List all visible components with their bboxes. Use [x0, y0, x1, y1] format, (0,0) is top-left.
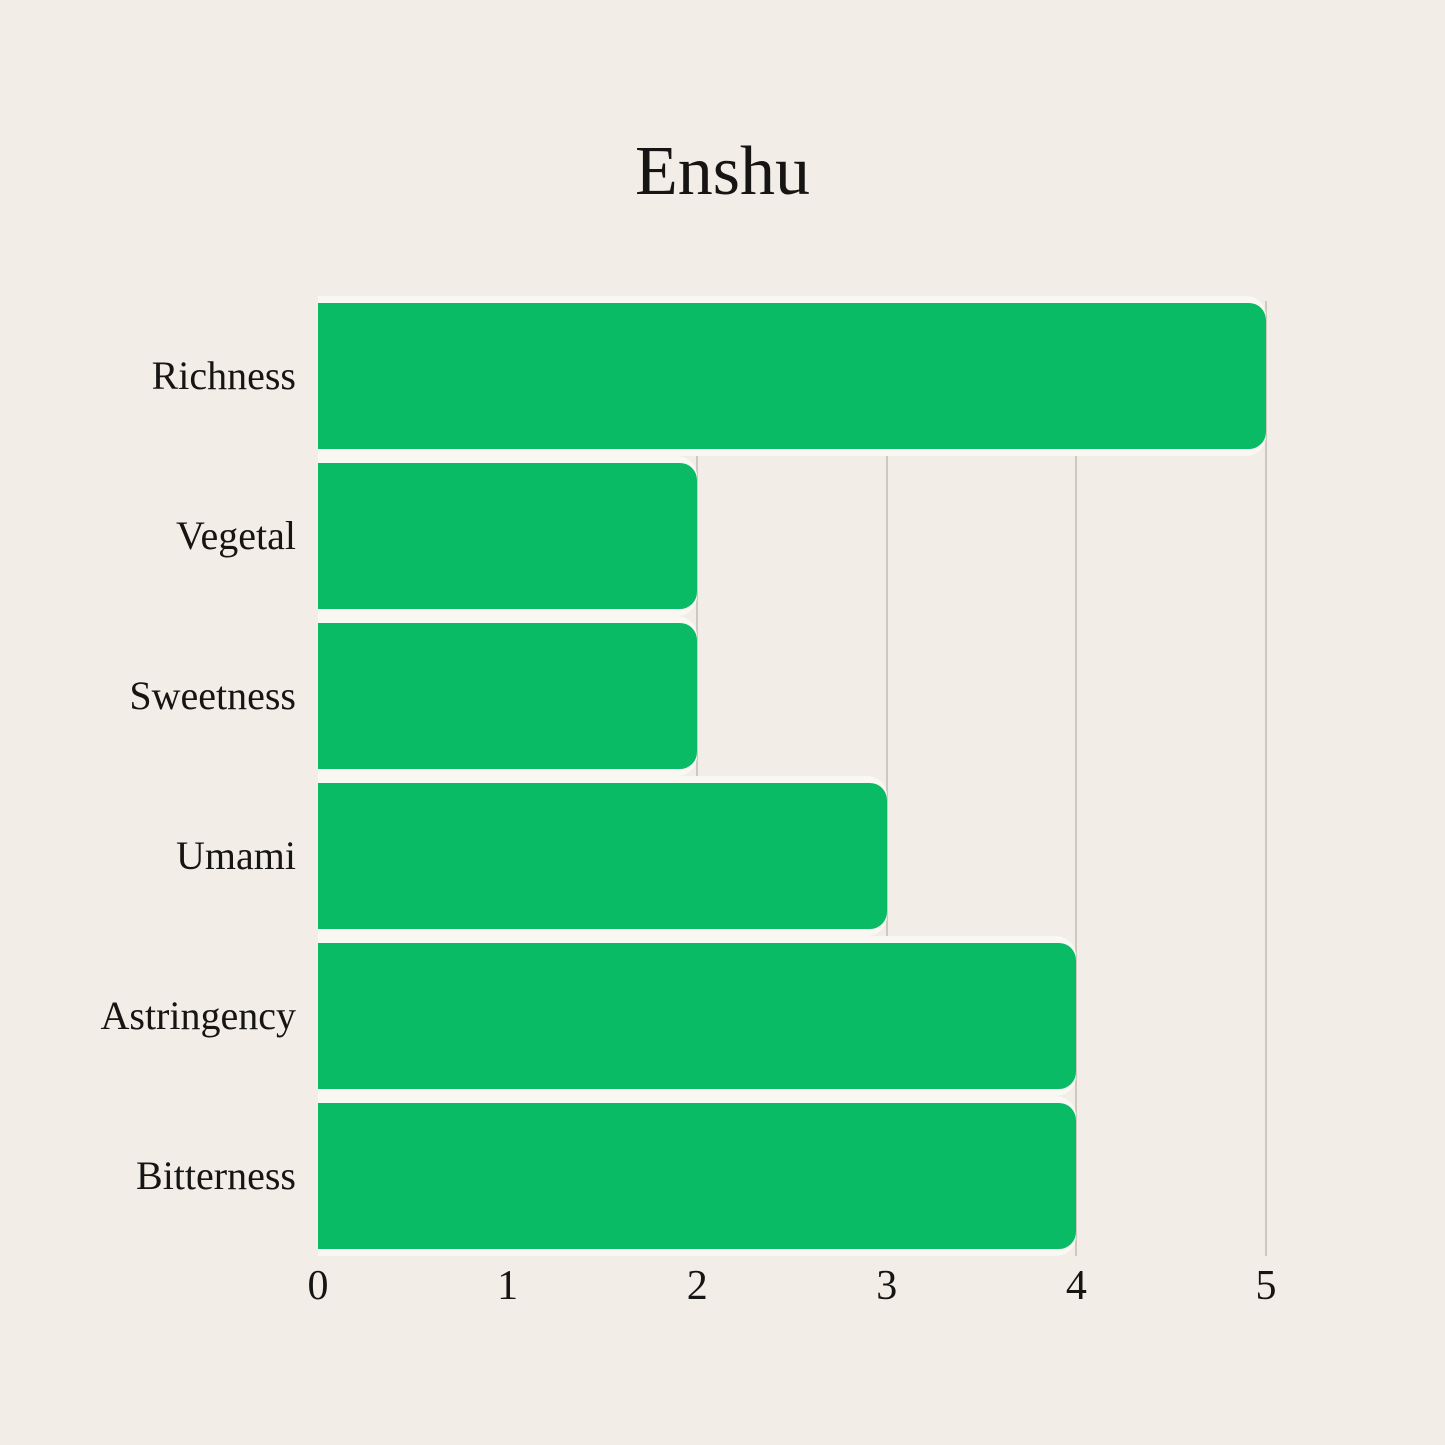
category-label-richness: Richness [151, 353, 296, 398]
bar-track-umami [318, 776, 887, 936]
bar-track-richness [318, 296, 1266, 456]
chart-title: Enshu [635, 133, 810, 210]
bar-sweetness [318, 623, 698, 769]
bar-row-bitterness [318, 1096, 1266, 1256]
bar-richness [318, 303, 1266, 449]
bar-bitterness [318, 1103, 1077, 1249]
category-labels: Richness Vegetal Sweetness Umami Astringency… [0, 296, 296, 1256]
bar-row-vegetal [318, 456, 1266, 616]
x-tick-1: 1 [497, 1263, 519, 1309]
gridline-5 [1265, 301, 1267, 1256]
bar-track-astringency [318, 936, 1077, 1096]
bar-track-bitterness [318, 1096, 1077, 1256]
bar-track-vegetal [318, 456, 698, 616]
plot-area [318, 296, 1267, 1256]
category-label-sweetness: Sweetness [129, 673, 296, 718]
x-tick-2: 2 [686, 1263, 708, 1309]
category-label-bitterness: Bitterness [136, 1153, 296, 1198]
category-label-umami: Umami [176, 833, 296, 878]
category-label-vegetal: Vegetal [176, 513, 296, 558]
x-tick-5: 5 [1255, 1263, 1277, 1309]
bar-astringency [318, 943, 1077, 1089]
bar-rows [318, 296, 1266, 1256]
bar-umami [318, 783, 887, 929]
x-axis-ticks: 0 1 2 3 4 5 [308, 1256, 1277, 1316]
category-label-astringency: Astringency [100, 993, 296, 1038]
bar-row-umami [318, 776, 1266, 936]
bar-row-astringency [318, 936, 1266, 1096]
bar-row-sweetness [318, 616, 1266, 776]
gridline-3 [885, 301, 888, 1256]
bar-vegetal [318, 463, 698, 609]
gridline-4 [1075, 301, 1078, 1256]
x-tick-0: 0 [307, 1263, 329, 1309]
x-tick-3: 3 [876, 1263, 898, 1309]
bar-row-richness [318, 296, 1266, 456]
bar-track-sweetness [318, 616, 698, 776]
x-tick-4: 4 [1065, 1263, 1087, 1309]
